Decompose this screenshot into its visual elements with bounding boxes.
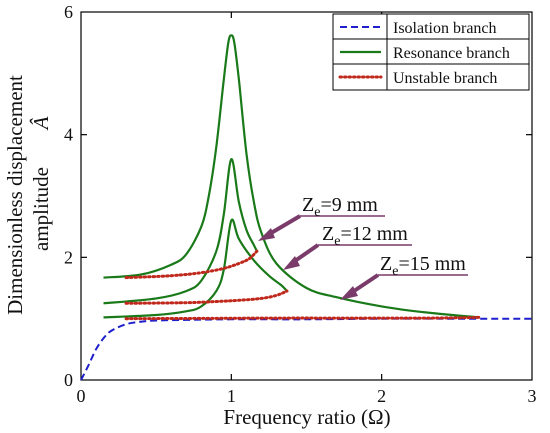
annotation-base: Z [302,194,314,216]
annotation-label: Ze=9 mm [302,194,378,220]
series-line-unstable-5 [124,289,289,305]
x-tick-label: 0 [77,386,86,406]
x-axis-label: Frequency ratio (Ω) [223,405,390,429]
annotation-label: Ze=15 mm [380,253,466,279]
series-line-resonance-2 [103,158,258,305]
annotation-arrowhead [283,256,300,270]
annotation-ze-15: Ze=15 mm [340,253,468,300]
y-tick-label: 2 [64,247,73,267]
legend-label-isolation: Isolation branch [393,20,497,37]
x-tick-label: 1 [227,386,236,406]
annotation-base: Z [380,253,392,275]
legend-label-unstable: Unstable branch [393,70,497,87]
annotation-rest: =15 mm [398,253,466,275]
y-axis-label-line1: Dimensionless displacement [3,75,27,315]
y-tick-label: 4 [64,125,73,145]
y-tick-label: 6 [64,2,73,22]
series-line-resonance-1 [103,34,480,319]
legend: Isolation branch Resonance branch Unstab… [332,13,530,91]
annotation-arrow-shaft [349,273,380,295]
tick-layer: 0 1 2 3 0 2 4 6 [64,2,537,406]
series-line-unstable-6 [124,315,481,321]
annotation-rest: =9 mm [320,194,378,216]
annotation-arrowhead [340,286,358,300]
annotation-ze-12: Ze=12 mm [283,223,412,270]
annotation-base: Z [322,223,334,245]
series-line-resonance-3 [103,218,288,319]
annotation-sub: e [334,234,340,249]
plot-frame [80,11,533,381]
annotation-sub: e [314,205,320,220]
y-axis-label: Dimensionless displacement amplitude Â [3,75,53,315]
annotation-label: Ze=12 mm [322,223,408,249]
y-axis-label-symbol: Â [29,116,53,131]
x-tick-label: 3 [528,386,537,406]
annotation-arrowhead [258,228,275,241]
series-line-unstable-4 [124,249,259,280]
annotation-sub: e [392,264,398,279]
x-tick-label: 2 [377,386,386,406]
y-axis-label-line2: amplitude [29,167,53,251]
legend-label-resonance: Resonance branch [393,45,510,62]
annotation-rest: =12 mm [340,223,408,245]
y-tick-label: 0 [64,370,73,390]
series-layer [80,34,532,381]
annotation-ze-9: Ze=9 mm [258,194,385,241]
